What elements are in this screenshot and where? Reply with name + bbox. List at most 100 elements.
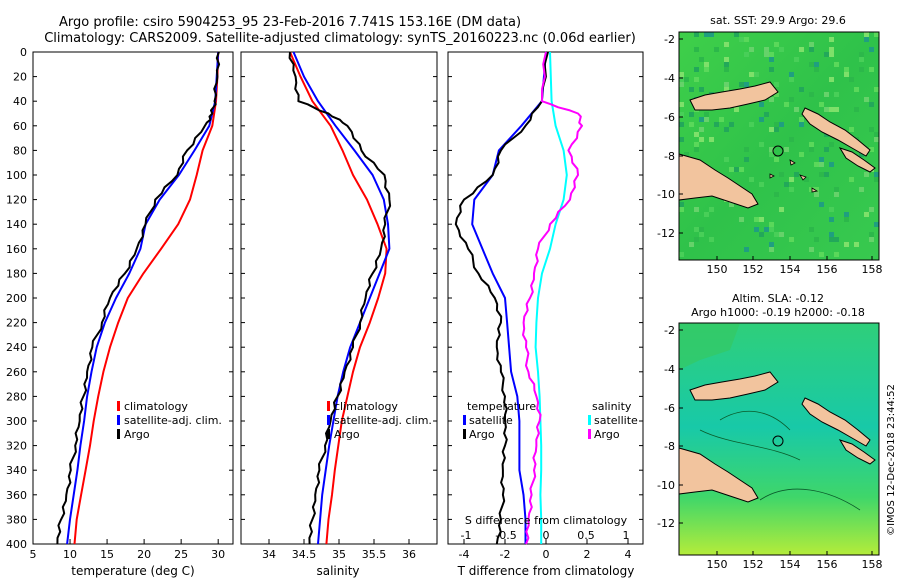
sst-pixel xyxy=(849,177,854,182)
sla-map-title-1: Altim. SLA: -0.12 xyxy=(732,292,824,305)
sst-pixel xyxy=(834,92,839,97)
sst-pixel xyxy=(834,187,839,192)
sst-pixel xyxy=(694,32,699,37)
bougainville-island xyxy=(838,147,876,173)
sst-pixel xyxy=(709,137,714,142)
sst-pixel xyxy=(829,47,834,52)
sst-pixel xyxy=(829,232,834,237)
series-line-temperature-argo xyxy=(454,51,549,545)
sst-pixel xyxy=(789,72,794,77)
sst-pixel xyxy=(829,207,834,212)
depth-tick-label: 160 xyxy=(6,243,27,256)
legend-temperature-title: temperature xyxy=(467,400,536,413)
x-tick-label: -2 xyxy=(500,548,511,561)
map-x-tick-label: 152 xyxy=(743,263,764,276)
sst-pixel xyxy=(769,127,774,132)
legend-swatch-sal-argo xyxy=(588,429,591,439)
map-x-tick-label: 152 xyxy=(743,558,764,571)
sst-pixel xyxy=(859,152,864,157)
sst-pixel xyxy=(864,97,869,102)
depth-tick-label: 340 xyxy=(6,464,27,477)
map-x-tick-label: 156 xyxy=(817,263,838,276)
sst-pixel xyxy=(724,57,729,62)
sst-pixel xyxy=(689,242,694,247)
sst-pixel xyxy=(859,57,864,62)
map-y-tick-label: -2 xyxy=(664,33,675,46)
sst-pixel xyxy=(789,187,794,192)
sst-pixel xyxy=(874,177,879,182)
series-line-salinity-satellite xyxy=(534,51,568,544)
series-line-climatology xyxy=(73,51,220,545)
sst-pixel xyxy=(724,42,729,47)
sst-pixel xyxy=(729,122,734,127)
x-tick-label: 5 xyxy=(30,548,37,561)
sst-pixel xyxy=(679,137,684,142)
sst-pixel xyxy=(769,247,774,252)
sst-pixel xyxy=(779,172,784,177)
sst-pixel xyxy=(834,107,839,112)
sst-pixel xyxy=(804,177,809,182)
sst-pixel xyxy=(799,117,804,122)
difference-x2label: S difference from climatology xyxy=(465,514,628,527)
map-y-tick-label: -10 xyxy=(657,479,675,492)
sst-pixel xyxy=(809,42,814,47)
sst-pixel xyxy=(699,117,704,122)
sst-pixel xyxy=(799,87,804,92)
sst-pixel xyxy=(814,187,819,192)
map-y-tick-label: -12 xyxy=(657,227,675,240)
sst-pixel xyxy=(869,67,874,72)
sst-pixel xyxy=(819,172,824,177)
sst-pixel xyxy=(719,117,724,122)
sst-pixel xyxy=(864,212,869,217)
sst-pixel xyxy=(779,232,784,237)
x-tick-label: 36 xyxy=(402,548,416,561)
argo-float-marker xyxy=(772,145,784,157)
sst-pixel xyxy=(744,82,749,87)
x-tick-label: 20 xyxy=(137,548,151,561)
sst-pixel xyxy=(679,202,684,207)
series-line-argo xyxy=(288,51,392,545)
legend-sal-argo: Argo xyxy=(594,428,620,441)
sst-pixel xyxy=(864,32,869,37)
depth-tick-label: 220 xyxy=(6,317,27,330)
sst-pixel xyxy=(724,87,729,92)
sst-pixel xyxy=(789,177,794,182)
sst-pixel xyxy=(844,67,849,72)
sla-map-frame xyxy=(678,322,880,556)
sst-pixel xyxy=(744,52,749,57)
sst-pixel xyxy=(809,187,814,192)
legend-climatology: climatology xyxy=(334,400,398,413)
sst-pixel xyxy=(774,82,779,87)
depth-tick-label: 200 xyxy=(6,292,27,305)
sst-pixel xyxy=(824,172,829,177)
sst-pixel xyxy=(764,112,769,117)
sst-pixel xyxy=(734,32,739,37)
sst-pixel xyxy=(854,242,859,247)
map-x-tick-label: 154 xyxy=(780,263,801,276)
sst-pixel xyxy=(704,67,709,72)
sst-pixel xyxy=(744,247,749,252)
salinity-xlabel: salinity xyxy=(316,564,359,578)
sst-pixel xyxy=(699,137,704,142)
sst-pixel xyxy=(714,122,719,127)
sst-pixel xyxy=(694,132,699,137)
depth-tick-label: 320 xyxy=(6,440,27,453)
sst-pixel xyxy=(689,122,694,127)
sla-green-patch xyxy=(679,323,740,370)
legend-climatology: climatology xyxy=(124,400,188,413)
sst-pixel xyxy=(774,232,779,237)
sst-pixel xyxy=(724,62,729,67)
sst-pixel xyxy=(699,127,704,132)
sst-pixel xyxy=(699,232,704,237)
sst-pixel xyxy=(699,57,704,62)
series-line-argo xyxy=(56,51,221,545)
sst-pixel xyxy=(754,217,759,222)
sst-pixel xyxy=(759,232,764,237)
sst-pixel xyxy=(829,237,834,242)
sst-pixel xyxy=(799,122,804,127)
sst-pixel xyxy=(854,87,859,92)
x-tick-label: 15 xyxy=(100,548,114,561)
legend-swatch-satellite xyxy=(117,415,120,425)
sst-pixel xyxy=(759,182,764,187)
sst-pixel xyxy=(709,207,714,212)
